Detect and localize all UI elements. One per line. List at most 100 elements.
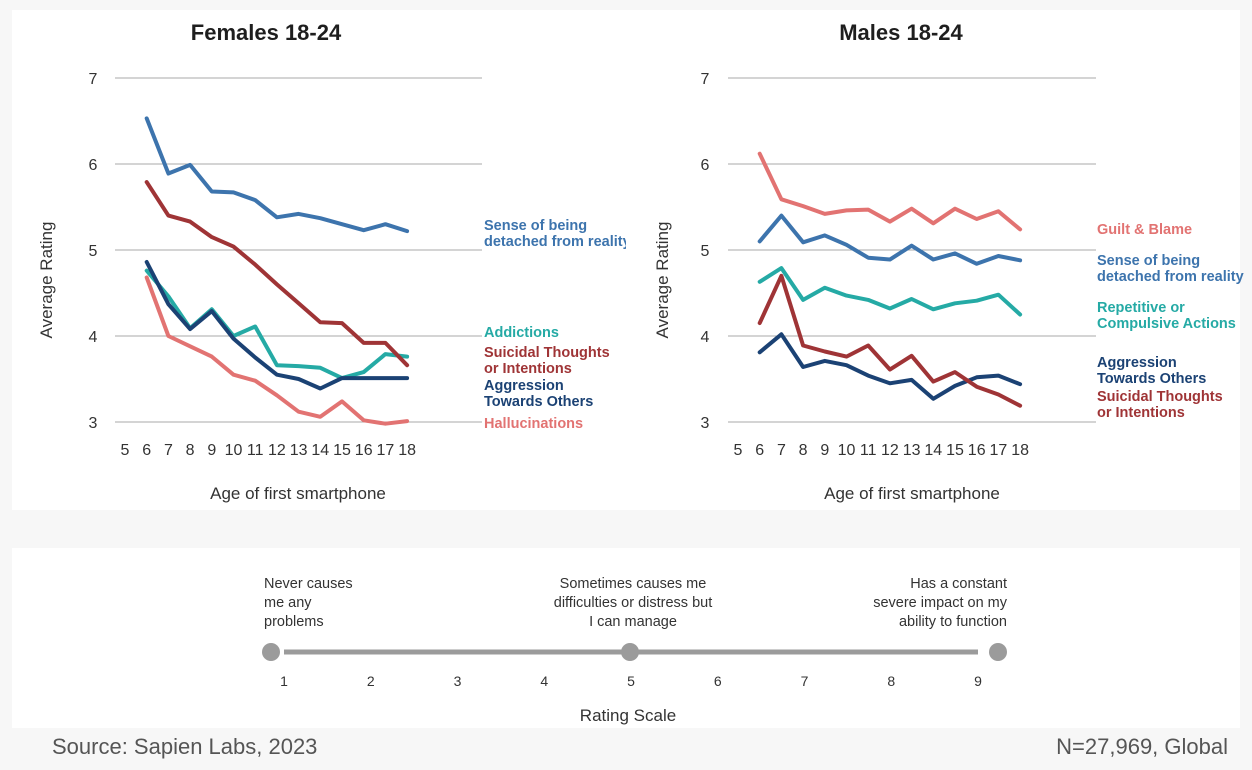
series-label-suicidal-thoughts-or-intentions: Suicidal Thoughts or Intentions [484,345,610,377]
series-label-hallucinations: Hallucinations [484,416,583,432]
series-line-suicidal-thoughts-or-intentions [757,273,1023,408]
scale-number: 6 [714,673,722,689]
x-tick-label: 9 [207,442,216,459]
scale-anchor-line: Never causes [264,576,353,592]
x-tick-label: 10 [225,442,243,459]
scale-number: 8 [887,673,895,689]
x-tick-label: 12 [881,442,899,459]
series-line-sense-of-being-detached-from-reality [144,116,410,234]
x-tick-label: 17 [377,442,395,459]
y-tick-label: 6 [701,157,710,174]
scale-number: 3 [454,673,462,689]
series-label-line: Hallucinations [484,416,583,432]
x-tick-label: 16 [355,442,373,459]
rating-scale-title: Rating Scale [580,706,676,725]
series-label-line: Towards Others [484,394,593,410]
series-line-aggression-towards-others [144,260,410,391]
series-label-line: Addictions [484,325,559,341]
series-label-line: Sense of being [484,218,587,234]
series-label-line: Towards Others [1097,371,1206,387]
scale-number: 2 [367,673,375,689]
scale-marker-1 [262,643,280,661]
scale-anchor-anchor-9: Has a constant severe impact on my ability… [873,576,1008,630]
series-label-line: Aggression [484,378,564,394]
x-tick-label: 6 [755,442,764,459]
series-line-aggression-towards-others [757,332,1023,401]
scale-anchor-line: Sometimes causes me [560,576,707,592]
series-label-line: Repetitive or [1097,300,1185,316]
x-tick-label: 7 [777,442,786,459]
series-label-guilt-blame: Guilt & Blame [1097,222,1192,238]
scale-marker-9 [989,643,1007,661]
x-tick-label: 17 [990,442,1008,459]
series-label-line: detached from reality [1097,269,1244,285]
y-tick-label: 6 [89,157,98,174]
scale-anchor-line: I can manage [589,614,677,630]
y-tick-label: 7 [89,71,98,88]
series-label-line: Suicidal Thoughts [484,345,610,361]
series-line-sense-of-being-detached-from-reality [757,213,1023,266]
x-axis-title: Age of first smartphone [824,484,1000,503]
series-label-line: Suicidal Thoughts [1097,389,1223,405]
x-tick-label: 14 [924,442,942,459]
series-label-line: Guilt & Blame [1097,222,1192,238]
scale-number: 7 [801,673,809,689]
scale-number: 1 [280,673,288,689]
x-tick-label: 5 [121,442,130,459]
series-label-suicidal-thoughts-or-intentions: Suicidal Thoughts or Intentions [1097,389,1223,421]
x-tick-label: 15 [333,442,351,459]
scale-marker-5 [621,643,639,661]
x-tick-label: 10 [838,442,856,459]
scale-number: 4 [540,673,548,689]
source-note: Source: Sapien Labs, 2023 [52,734,318,759]
x-tick-label: 11 [247,442,264,459]
scale-anchor-anchor-5: Sometimes causes me difficulties or distr… [554,576,713,630]
series-label-sense-of-being-detached-from-reality: Sense of being detached from reality [484,218,626,250]
series-label-addictions: Addictions [484,325,559,341]
x-tick-label: 12 [268,442,286,459]
scale-anchor-line: ability to function [899,614,1007,630]
scale-anchor-line: me any [264,595,312,611]
y-tick-label: 4 [89,329,98,346]
series-label-repetitive-or-compulsive-actions: Repetitive or Compulsive Actions [1097,300,1236,332]
scale-number: 9 [974,673,982,689]
charts-card [12,10,1240,510]
sample-size-note: N=27,969, Global [1056,734,1228,759]
x-tick-label: 6 [142,442,151,459]
series-line-hallucinations [144,275,410,426]
y-tick-label: 3 [701,415,710,432]
y-tick-label: 5 [89,243,98,260]
series-label-line: or Intentions [1097,405,1185,421]
x-tick-label: 5 [734,442,743,459]
series-label-line: detached from reality [484,234,626,250]
series-label-line: or Intentions [484,361,572,377]
series-label-line: Aggression [1097,355,1177,371]
chart-title: Males 18-24 [839,20,963,45]
x-tick-label: 7 [164,442,173,459]
x-tick-label: 18 [1011,442,1029,459]
y-axis-title: Average Rating [37,222,56,339]
rating-scale: 1 2 3 4 5 6 7 8 9 Never causes me any problems Somet… [262,576,1008,725]
y-tick-label: 3 [89,415,98,432]
series-label-aggression-towards-others: Aggression Towards Others [484,378,593,410]
x-tick-label: 16 [968,442,986,459]
x-axis-title: Age of first smartphone [210,484,386,503]
x-tick-label: 9 [820,442,829,459]
scale-anchor-line: problems [264,614,324,630]
y-tick-label: 7 [701,71,710,88]
scale-anchor-line: difficulties or distress but [554,595,713,611]
scale-number: 5 [627,673,635,689]
x-tick-label: 8 [186,442,195,459]
series-label-aggression-towards-others: Aggression Towards Others [1097,355,1206,387]
scale-anchor-line: severe impact on my [873,595,1008,611]
series-label-line: Sense of being [1097,253,1200,269]
series-label-line: Compulsive Actions [1097,316,1236,332]
series-line-guilt-blame [757,151,1023,232]
scale-anchor-line: Has a constant [910,576,1007,592]
rating-scale-card [12,548,1240,728]
x-tick-label: 14 [311,442,329,459]
x-tick-label: 11 [860,442,877,459]
